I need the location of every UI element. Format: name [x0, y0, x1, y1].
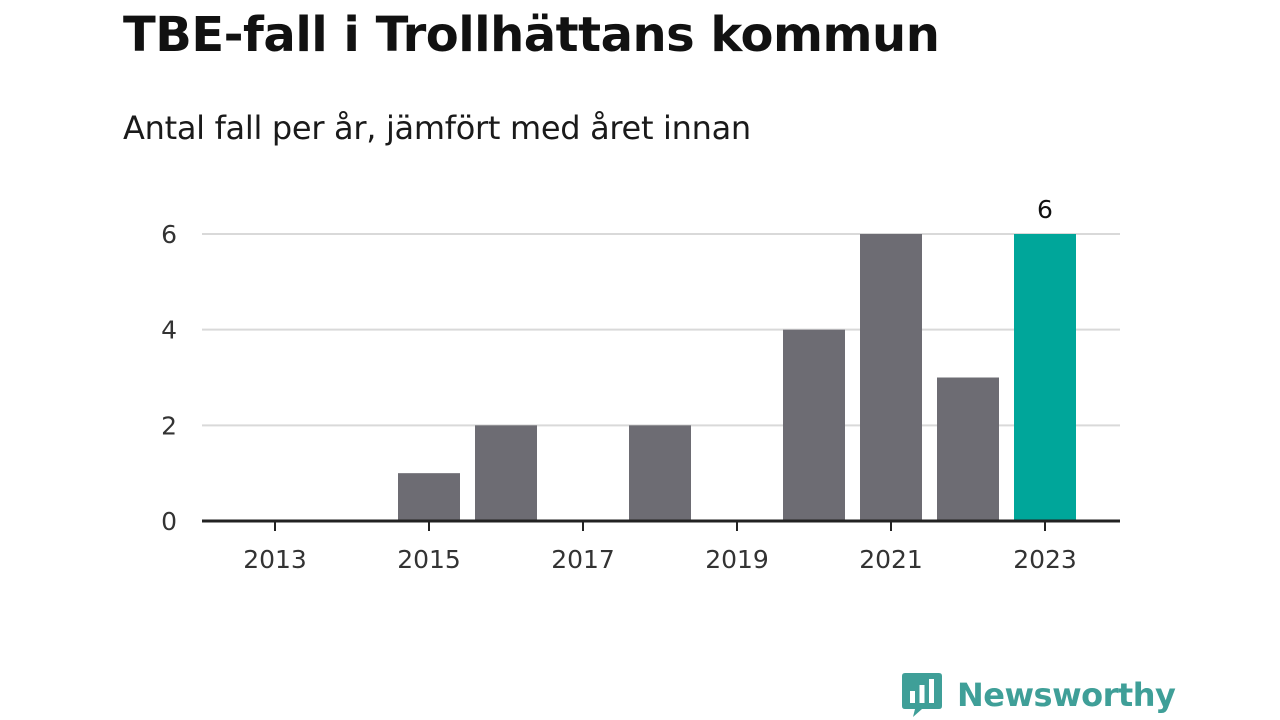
bar-2023 [1014, 234, 1076, 521]
y-tick-label-0: 0 [161, 507, 177, 536]
x-tick-label-2015: 2015 [397, 545, 461, 574]
data-label-2023: 6 [1037, 195, 1053, 224]
y-tick-label-4: 4 [161, 316, 177, 345]
x-tick-label-2019: 2019 [705, 545, 769, 574]
chart-subtitle: Antal fall per år, jämfört med året inna… [123, 109, 751, 147]
x-tick-label-2017: 2017 [551, 545, 615, 574]
chart-title: TBE-fall i Trollhättans kommun [123, 7, 940, 63]
newsworthy-brand: Newsworthy [902, 670, 1176, 720]
x-axis [202, 519, 1120, 531]
bar-2021 [860, 234, 922, 521]
bars [398, 234, 1076, 521]
x-tick-label-2021: 2021 [859, 545, 923, 574]
bar-2018 [629, 425, 691, 521]
brand-name: Newsworthy [957, 676, 1176, 714]
y-tick-label-2: 2 [161, 411, 177, 440]
bar-2020 [783, 329, 845, 521]
bar-2015 [398, 473, 460, 521]
labels: 0 2 4 6 2013 2015 2017 2019 2021 2023 6 [161, 195, 1077, 574]
bar-2022 [937, 377, 999, 521]
x-tick-label-2013: 2013 [243, 545, 307, 574]
bar-2016 [475, 425, 537, 521]
y-tick-label-6: 6 [161, 220, 177, 249]
newsworthy-bar-chart-icon [902, 673, 942, 717]
x-tick-label-2023: 2023 [1013, 545, 1077, 574]
